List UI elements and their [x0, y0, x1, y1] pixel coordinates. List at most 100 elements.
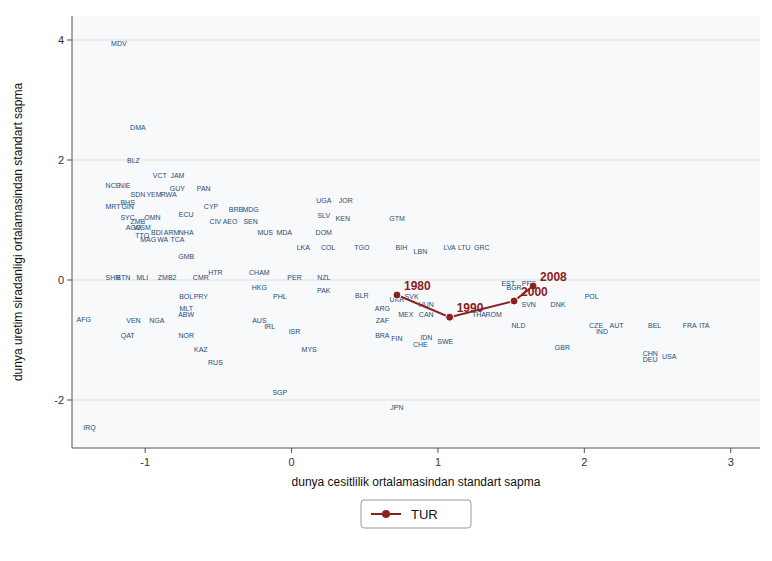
point-label: POL	[585, 293, 599, 300]
point-label: 1990	[457, 301, 484, 315]
x-tick-label: 1	[435, 456, 441, 468]
point-label: DEU	[643, 356, 658, 363]
point-label: KEN	[336, 215, 350, 222]
point-label: PAN	[197, 185, 211, 192]
point-label: MRT	[105, 203, 121, 210]
point-label: TGO	[354, 244, 370, 251]
point-label: BRB	[229, 206, 244, 213]
chart: -10123-2024dunya cesitlilik ortalamasind…	[0, 0, 772, 561]
point-label: RUS	[208, 359, 223, 366]
y-tick-label: 0	[58, 274, 64, 286]
point-label: BIH	[396, 244, 408, 251]
point-label: DOM	[316, 229, 333, 236]
y-tick	[67, 40, 72, 41]
point-label: NOR	[178, 332, 194, 339]
point-label: AEO	[223, 218, 238, 225]
y-axis-label: dunya uretim siradanligi ortalamasindan …	[11, 83, 25, 381]
point-label: CHAM	[249, 269, 270, 276]
x-tick	[145, 448, 146, 453]
point-label: MDG	[242, 206, 258, 213]
point-label: GMB	[178, 253, 194, 260]
point-label: BDI	[151, 229, 163, 236]
point-label: ARG	[375, 305, 390, 312]
point-label: YEM	[146, 191, 161, 198]
point	[393, 291, 401, 299]
x-tick	[730, 448, 731, 453]
x-axis-line	[72, 448, 760, 449]
y-tick	[67, 280, 72, 281]
y-tick	[67, 400, 72, 401]
point-label: OMN	[144, 214, 160, 221]
grid-line	[72, 40, 760, 41]
point-label: PAK	[317, 287, 331, 294]
y-axis-line	[72, 16, 73, 448]
point-label: MAG	[140, 236, 156, 243]
point-label: MEX	[398, 311, 414, 318]
x-tick	[291, 448, 292, 453]
plot-area	[72, 16, 760, 448]
point-label: FIN	[391, 335, 402, 342]
point-label: PRY	[194, 293, 209, 300]
point-label: BRA	[375, 332, 390, 339]
legend-swatch	[382, 510, 390, 518]
legend-label: TUR	[411, 507, 438, 522]
point-label: BLR	[355, 292, 369, 299]
data-layer: MDVDMABLZVCTJAMNCENIESDNYEMRWAGUYPANBHSM…	[77, 40, 710, 432]
point-label: ZMB2	[158, 274, 177, 281]
point-label: MDA	[276, 229, 292, 236]
point-label: ITA	[699, 322, 710, 329]
point	[446, 313, 454, 321]
point-label: GRC	[474, 244, 490, 251]
point-label: MDV	[111, 40, 127, 47]
point-label: RWA	[161, 191, 177, 198]
x-tick-label: 3	[728, 456, 734, 468]
point-label: CAN	[419, 311, 434, 318]
point-label: WA	[157, 236, 168, 243]
point-label: MUS	[257, 229, 273, 236]
point-label: ZAF	[376, 317, 389, 324]
legend	[361, 500, 471, 528]
point-label: LTU	[458, 244, 471, 251]
y-tick	[67, 160, 72, 161]
point-label: JPN	[390, 404, 403, 411]
point	[510, 297, 518, 305]
point-label: GTM	[389, 215, 405, 222]
point-label: FRA	[683, 322, 697, 329]
point-label: HTR	[208, 269, 222, 276]
point-label: MLI	[136, 274, 148, 281]
point-label: IDN	[420, 334, 432, 341]
point-label: ROM	[485, 311, 502, 318]
point-label: DMA	[130, 124, 146, 131]
point-label: VEN	[126, 317, 140, 324]
point-label: NHA	[179, 229, 194, 236]
point-label: IRL	[264, 323, 275, 330]
point-label: PER	[287, 274, 301, 281]
point-label: SDN	[130, 191, 145, 198]
point-label: SWE	[437, 338, 453, 345]
point-label: CHE	[413, 341, 428, 348]
point-label: AFG	[77, 316, 91, 323]
point-label: 1980	[404, 279, 431, 293]
point-label: AUT	[610, 322, 625, 329]
point-label: ECU	[179, 211, 194, 218]
x-tick-label: 0	[289, 456, 295, 468]
y-tick-label: 2	[58, 154, 64, 166]
point-label: COL	[321, 244, 336, 251]
point-label: 2000	[521, 285, 548, 299]
point-label: DNK	[551, 301, 566, 308]
point-label: SVN	[522, 301, 536, 308]
point-label: LVA	[444, 244, 457, 251]
point-label: ISR	[289, 328, 301, 335]
label-layer: 1980199020002008	[404, 270, 567, 315]
point-label: SLV	[317, 212, 330, 219]
point-label: NGA	[149, 317, 165, 324]
y-tick-label: -2	[54, 394, 64, 406]
point-label: BEL	[648, 322, 661, 329]
point-label: ARM	[164, 229, 180, 236]
point-label: SEN	[243, 218, 257, 225]
point-label: SGP	[272, 389, 287, 396]
point-label: HKG	[252, 284, 267, 291]
point-label: JOR	[339, 197, 353, 204]
point-label: CIV	[210, 218, 222, 225]
point-label: PHL	[273, 293, 287, 300]
